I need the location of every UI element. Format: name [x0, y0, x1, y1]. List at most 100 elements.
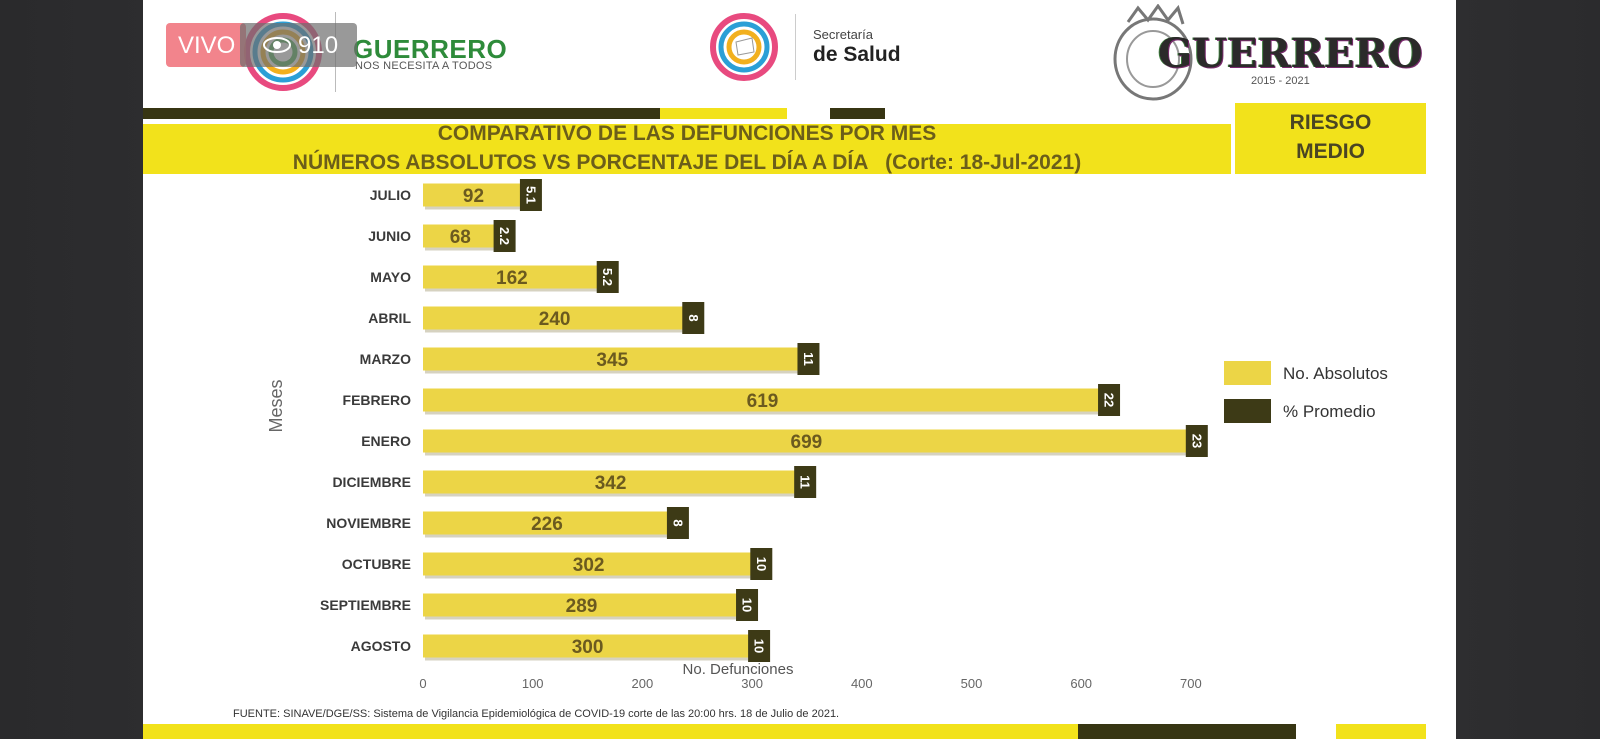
bar-absolutos [423, 593, 741, 617]
risk-line1: RIESGO [1289, 111, 1372, 134]
percent-label: 22 [1102, 393, 1117, 407]
category-label: AGOSTO [351, 638, 412, 654]
value-label: 240 [539, 309, 571, 330]
value-label: 92 [463, 186, 484, 207]
source-note: FUENTE: SINAVE/DGE/SS: Sistema de Vigila… [233, 708, 840, 720]
x-tick-label: 300 [741, 676, 763, 691]
category-label: JULIO [370, 187, 411, 203]
x-axis-title: No. Defunciones [683, 661, 794, 678]
header-stripe-dark [143, 108, 660, 119]
bar-promedio [736, 589, 759, 621]
percent-label: 11 [801, 352, 816, 366]
deaths-bar-chart: JULIO 92 5.1 JUNIO 68 2.2 MAYO 162 5.2 ABRIL 240 8 M… [266, 179, 1388, 691]
viewer-count-badge [240, 23, 357, 67]
salud-label: de Salud [813, 43, 901, 66]
brand-title: GUERRERO [353, 34, 508, 64]
header-stripe-yellow [660, 108, 787, 119]
legend-label: % Promedio [1283, 402, 1376, 421]
bar-promedio [596, 261, 619, 293]
value-label: 302 [573, 555, 605, 576]
percent-label: 23 [1189, 434, 1204, 448]
slide: GUERRERO NOS NECESITA A TODOS Secretaría… [143, 0, 1456, 739]
bar-absolutos [423, 634, 753, 658]
footer-bar-dark [1078, 724, 1296, 739]
legend-label: No. Absolutos [1283, 364, 1388, 383]
category-label: JUNIO [368, 228, 411, 244]
state-years: 2015 - 2021 [1251, 75, 1310, 87]
value-label: 289 [566, 596, 598, 617]
footer-bar-yellow [143, 724, 1078, 739]
bar-promedio [1098, 384, 1121, 416]
category-label: DICIEMBRE [332, 474, 411, 490]
value-label: 345 [596, 350, 628, 371]
eye-icon [263, 37, 291, 53]
bar-absolutos [423, 470, 799, 494]
bar-promedio [519, 179, 542, 211]
bar-promedio [682, 302, 705, 334]
bar-absolutos [423, 306, 687, 330]
bar-promedio [748, 630, 771, 662]
bar-absolutos [423, 347, 802, 371]
x-tick-label: 600 [1070, 676, 1092, 691]
bar-absolutos [423, 224, 498, 248]
brand-subtitle: NOS NECESITA A TODOS [355, 60, 493, 72]
category-label: SEPTIEMBRE [320, 597, 411, 613]
header-stripe-dark-2 [830, 108, 885, 119]
x-tick-label: 500 [961, 676, 983, 691]
secretaria-label: Secretaría [813, 27, 873, 42]
chart-title-line1: COMPARATIVO DE LAS DEFUNCIONES POR MES [437, 122, 937, 145]
chart-title-line2: NÚMEROS ABSOLUTOS VS PORCENTAJE DEL DÍA … [292, 151, 1082, 174]
category-label: NOVIEMBRE [326, 515, 411, 531]
value-label: 68 [450, 227, 471, 248]
category-label: OCTUBRE [342, 556, 411, 572]
percent-label: 10 [740, 598, 755, 612]
y-axis-title: Meses [266, 379, 286, 432]
header-divider-2 [795, 14, 796, 80]
percent-label: 11 [798, 475, 813, 489]
value-label: 699 [791, 432, 823, 453]
percent-label: 5.2 [600, 268, 615, 286]
live-label: VIVO [178, 32, 236, 59]
bar-absolutos [423, 429, 1190, 453]
risk-badge: RIESGO MEDIO [1235, 103, 1426, 174]
category-label: MARZO [360, 351, 411, 367]
bar-absolutos [423, 511, 671, 535]
x-tick-label: 400 [851, 676, 873, 691]
risk-line2: MEDIO [1296, 140, 1365, 163]
value-label: 619 [747, 391, 779, 412]
legend-swatch [1224, 399, 1271, 423]
value-label: 342 [595, 473, 627, 494]
state-shield-icon [1113, 4, 1193, 101]
bar-promedio [1185, 425, 1208, 457]
bar-absolutos [423, 388, 1103, 412]
live-badge [166, 23, 246, 67]
value-label: 226 [531, 514, 563, 535]
x-tick-label: 100 [522, 676, 544, 691]
bar-promedio [797, 343, 820, 375]
percent-label: 8 [686, 314, 701, 321]
value-label: 300 [572, 637, 604, 658]
x-tick-label: 0 [419, 676, 426, 691]
value-label: 162 [496, 268, 528, 289]
category-label: ENERO [361, 433, 411, 449]
percent-label: 10 [754, 557, 769, 571]
category-label: ABRIL [368, 310, 411, 326]
percent-label: 5.1 [523, 186, 538, 204]
percent-label: 8 [670, 519, 685, 526]
bar-promedio [493, 220, 516, 252]
legend-swatch [1224, 361, 1271, 385]
x-tick-label: 700 [1180, 676, 1202, 691]
title-band [143, 124, 1231, 174]
bar-absolutos [423, 183, 524, 207]
viewer-count: 910 [298, 32, 339, 59]
bar-absolutos [423, 265, 601, 289]
percent-label: 10 [752, 639, 767, 653]
bar-absolutos [423, 552, 755, 576]
bar-promedio [794, 466, 817, 498]
category-label: MAYO [370, 269, 411, 285]
category-label: FEBRERO [343, 392, 412, 408]
state-wordmark: GUERRERO [1158, 30, 1423, 77]
x-tick-label: 200 [632, 676, 654, 691]
bar-promedio [750, 548, 773, 580]
bar-promedio [666, 507, 689, 539]
